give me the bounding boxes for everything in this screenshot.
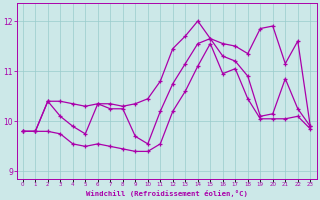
X-axis label: Windchill (Refroidissement éolien,°C): Windchill (Refroidissement éolien,°C) bbox=[86, 190, 247, 197]
